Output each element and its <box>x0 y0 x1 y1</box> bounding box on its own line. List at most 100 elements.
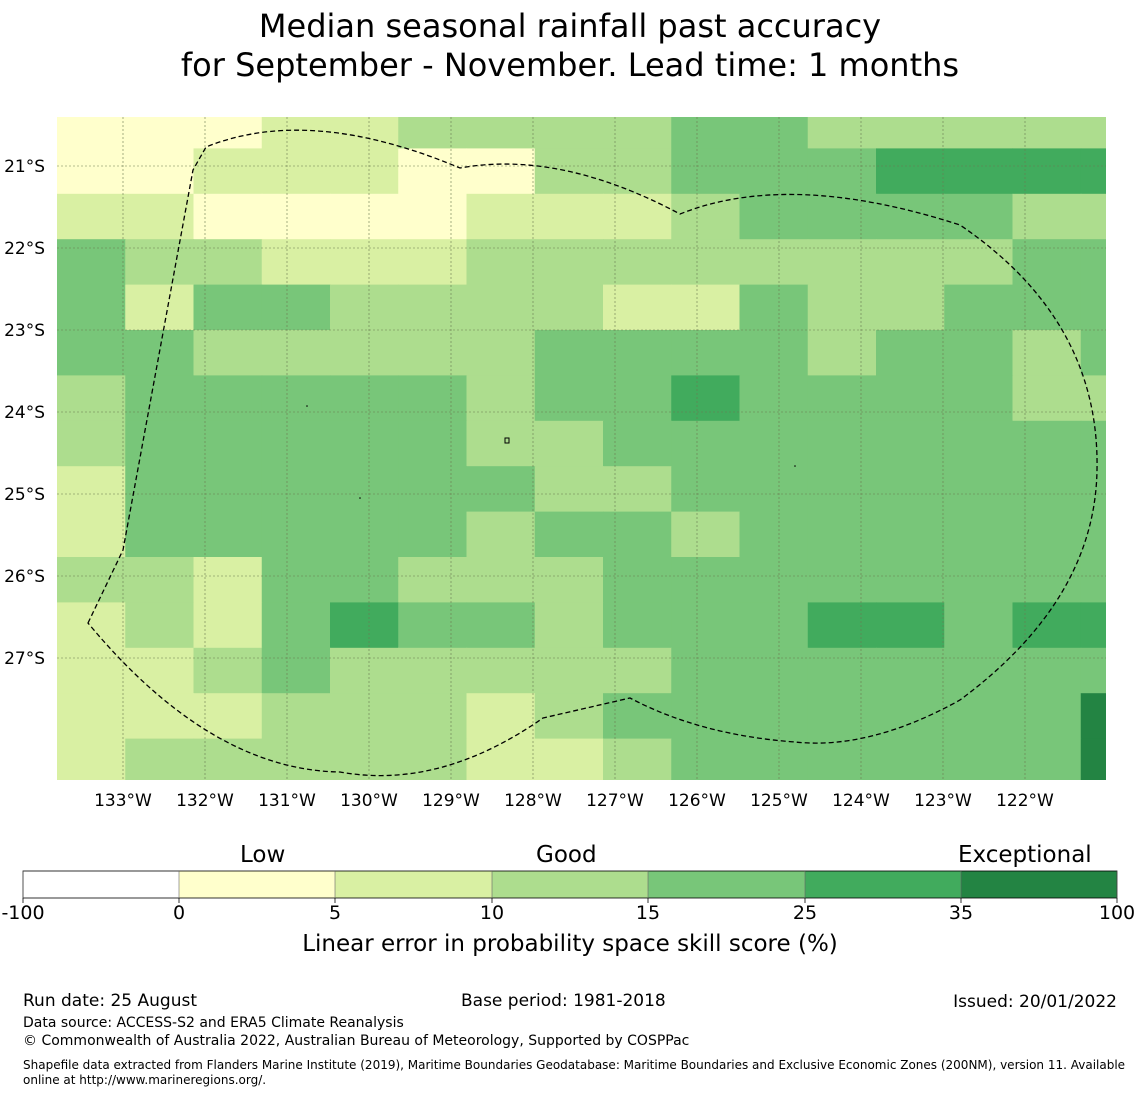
island-dot <box>306 405 308 407</box>
grid-cell <box>671 647 741 694</box>
grid-cell <box>603 602 672 649</box>
grid-cell <box>876 117 945 149</box>
latitude-labels: 21°S 22°S 23°S 24°S 25°S 26°S 27°S <box>4 157 45 669</box>
issued-date: Issued: 20/01/2022 <box>953 992 1117 1012</box>
grid-cell <box>1080 647 1106 694</box>
grid-cell <box>193 117 263 149</box>
grid-cell <box>193 284 263 331</box>
grid-cell <box>398 557 468 603</box>
grid-cell <box>534 466 604 513</box>
grid-cell <box>1012 466 1082 513</box>
grid-cell <box>534 693 604 740</box>
colorbar-tick: 35 <box>948 902 974 924</box>
grid-cell <box>944 330 1014 376</box>
grid-cell <box>1080 193 1106 240</box>
latitude-label: 24°S <box>4 403 45 423</box>
grid-cell <box>739 602 809 649</box>
grid-cell <box>671 602 741 649</box>
grid-cell <box>876 330 945 376</box>
grid-cell <box>330 466 399 513</box>
grid-cell <box>944 284 1014 331</box>
grid-cell <box>193 375 263 422</box>
grid-cell <box>57 117 126 149</box>
grid-cell <box>534 511 604 558</box>
latitude-label: 22°S <box>4 239 45 259</box>
grid-cell <box>876 511 945 558</box>
grid-cell <box>125 375 195 422</box>
grid-cell <box>876 557 945 603</box>
grid-cell <box>466 148 536 195</box>
grid-cell <box>807 511 877 558</box>
grid-cell <box>330 602 399 649</box>
longitude-label: 130°W <box>340 791 398 811</box>
grid-cell <box>57 284 126 331</box>
grid-cell <box>739 239 809 286</box>
grid-cell <box>671 330 741 376</box>
grid-cell <box>125 239 195 286</box>
grid-cell <box>671 420 741 467</box>
longitude-label: 127°W <box>586 791 644 811</box>
grid-cell <box>671 557 741 603</box>
grid-cell <box>398 284 468 331</box>
grid-cell <box>57 511 126 558</box>
colorbar-segment <box>492 871 648 898</box>
grid-cell <box>944 420 1014 467</box>
grid-cell <box>1012 148 1082 195</box>
grid-cell <box>398 330 468 376</box>
grid-cell <box>534 420 604 467</box>
grid-cell <box>739 557 809 603</box>
grid-cell <box>193 420 263 467</box>
grid-cell <box>330 239 399 286</box>
copyright: © Commonwealth of Australia 2022, Austra… <box>23 1033 690 1049</box>
grid-cell <box>398 193 468 240</box>
grid-cell <box>125 420 195 467</box>
grid-cell <box>125 738 195 780</box>
grid-cell <box>807 239 877 286</box>
grid-cell <box>876 647 945 694</box>
grid-cell <box>944 647 1014 694</box>
grid-cell <box>261 466 331 513</box>
latitude-label: 23°S <box>4 321 45 341</box>
grid-cell <box>603 148 672 195</box>
grid-cell <box>739 420 809 467</box>
grid-cell <box>261 330 331 376</box>
longitude-label: 123°W <box>914 791 972 811</box>
grid-cell <box>739 466 809 513</box>
longitude-label: 131°W <box>258 791 316 811</box>
grid-cell <box>807 557 877 603</box>
colorbar-label: Linear error in probability space skill … <box>302 931 838 957</box>
colorbar-segment <box>961 871 1117 898</box>
grid-cell <box>330 284 399 331</box>
grid-cell <box>398 375 468 422</box>
grid-cell <box>398 148 468 195</box>
grid-cell <box>739 738 809 780</box>
colorbar-tick: 10 <box>479 902 505 924</box>
grid-cell <box>193 647 263 694</box>
grid-cell <box>603 193 672 240</box>
grid-cell <box>807 466 877 513</box>
grid-cell <box>398 117 468 149</box>
grid-cell <box>261 284 331 331</box>
grid-cell <box>1080 693 1106 740</box>
grid-cell <box>466 511 536 558</box>
longitude-labels: 133°W 132°W 131°W 130°W 129°W 128°W 127°W 126°W… <box>94 791 1054 811</box>
grid-cell <box>671 117 741 149</box>
grid-cell <box>671 239 741 286</box>
grid-cell <box>466 738 536 780</box>
grid-cell <box>534 117 604 149</box>
grid-cell <box>534 284 604 331</box>
grid-cell <box>739 693 809 740</box>
grid-cell <box>57 330 126 376</box>
grid-cell <box>534 239 604 286</box>
grid-cell <box>944 511 1014 558</box>
grid-cell <box>57 239 126 286</box>
grid-cell <box>1012 693 1082 740</box>
colorbar-word-exceptional: Exceptional <box>958 842 1092 868</box>
chart-title-line2: for September - November. Lead time: 1 m… <box>180 46 960 84</box>
grid-cell <box>603 557 672 603</box>
grid-cell <box>944 738 1014 780</box>
grid-cell <box>125 284 195 331</box>
grid-cell <box>1080 738 1106 780</box>
grid-cell <box>1012 602 1082 649</box>
